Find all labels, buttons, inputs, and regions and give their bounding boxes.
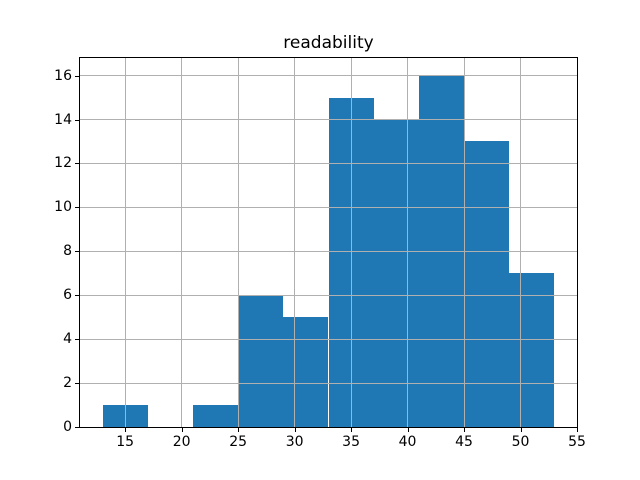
gridline-horizontal (80, 119, 577, 120)
y-tick-mark (75, 251, 79, 253)
y-tick-label: 14 (54, 111, 72, 128)
y-tick-mark (75, 339, 79, 341)
x-tick-label: 35 (342, 434, 360, 450)
plot-area (79, 57, 578, 428)
y-tick-label: 8 (63, 243, 72, 260)
gridline-horizontal (80, 162, 577, 164)
x-tick-label: 45 (455, 434, 473, 450)
x-tick-mark (520, 428, 522, 432)
x-tick-label: 15 (116, 434, 135, 450)
x-tick-mark (464, 428, 466, 432)
gridlines-layer (80, 58, 577, 427)
x-tick-label: 55 (568, 434, 586, 450)
y-tick-label: 4 (63, 331, 72, 348)
histogram-bar (464, 141, 510, 427)
gridline-vertical (181, 58, 183, 427)
histogram-bar (238, 295, 284, 427)
histogram-bar (373, 119, 419, 427)
y-tick-mark (75, 163, 79, 165)
x-tick-mark (351, 428, 353, 432)
gridline-horizontal (80, 382, 577, 384)
x-tick-mark (181, 428, 183, 432)
y-tick-label: 2 (63, 375, 72, 392)
x-tick-mark (238, 428, 240, 432)
x-tick-label: 25 (229, 434, 248, 450)
x-tick-label: 30 (285, 434, 304, 450)
gridline-vertical (463, 58, 465, 427)
gridline-vertical (124, 58, 126, 427)
x-tick-label: 50 (511, 434, 530, 450)
gridline-horizontal (80, 75, 577, 77)
gridline-horizontal (80, 426, 577, 427)
y-tick-label: 10 (54, 199, 72, 216)
y-tick-label: 6 (63, 287, 72, 304)
y-tick-mark (75, 295, 79, 297)
histogram-bar (509, 273, 555, 427)
y-tick-mark (75, 119, 79, 121)
histogram-bar (283, 317, 329, 427)
y-tick-label: 16 (54, 67, 72, 84)
x-tick-label: 20 (172, 434, 191, 450)
gridline-vertical (237, 58, 239, 427)
y-tick-mark (75, 427, 79, 428)
y-tick-label: 12 (54, 155, 72, 172)
histogram-bar (192, 405, 239, 427)
gridline-vertical (407, 58, 409, 427)
gridline-horizontal (80, 294, 577, 296)
y-tick-label: 0 (63, 419, 72, 435)
x-tick-mark (125, 428, 127, 432)
y-tick-mark (75, 207, 79, 209)
gridline-vertical (350, 58, 352, 427)
x-tick-mark (577, 428, 578, 432)
y-tick-mark (75, 75, 79, 77)
gridline-horizontal (80, 206, 577, 208)
gridline-vertical (576, 58, 577, 427)
x-tick-label: 40 (398, 434, 417, 450)
chart-title: readability (283, 33, 374, 53)
gridline-vertical (520, 58, 522, 427)
y-tick-mark (75, 383, 79, 385)
gridline-vertical (294, 58, 296, 427)
x-tick-mark (294, 428, 296, 432)
gridline-horizontal (80, 338, 577, 340)
x-tick-mark (407, 428, 409, 432)
gridline-horizontal (80, 250, 577, 252)
